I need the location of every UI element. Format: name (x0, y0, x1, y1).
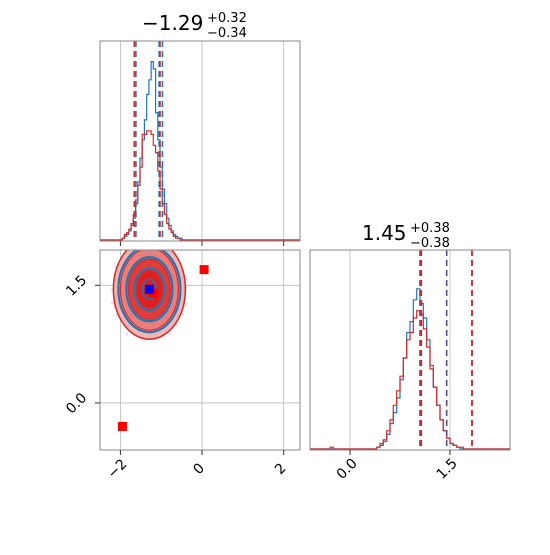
sample-point (185, 277, 188, 280)
sample-point (169, 332, 171, 335)
panel10-ytick-label-1: 1.5 (63, 272, 90, 299)
sample-point (143, 245, 145, 247)
sample-point (114, 265, 116, 268)
title-param0-main: −1.29 (142, 11, 203, 35)
sample-point (157, 237, 159, 239)
contour-blue-outer (117, 250, 182, 334)
sample-point (157, 243, 159, 245)
title-param0: −1.29 +0.32 −0.34 (142, 11, 247, 41)
title-param1-sup: +0.38 (410, 221, 450, 236)
sample-point (166, 244, 168, 246)
panel10-frame (99, 249, 301, 451)
panel11-xtick-label-1: 1.5 (434, 456, 461, 483)
panel11-frame (309, 249, 511, 451)
panel10-xtick-label-1: 0 (190, 460, 208, 478)
title-param1: 1.45 +0.38 −0.38 (362, 221, 450, 251)
panel10-xtick-label-2: 2 (272, 460, 290, 478)
sample-point (129, 245, 131, 247)
sample-point (177, 253, 180, 256)
sample-point (110, 302, 113, 305)
sample-point (138, 242, 140, 244)
panel10-xtick-label-0: −2 (105, 456, 131, 482)
sample-point (155, 243, 157, 245)
sample-point (126, 332, 128, 335)
sample-point (149, 235, 151, 237)
blue-marker (144, 284, 154, 294)
sample-point (175, 324, 178, 326)
panel00-frame (99, 40, 301, 242)
title-param1-main: 1.45 (362, 221, 407, 245)
title-param1-sub: −0.38 (410, 236, 450, 251)
red-marker-1 (199, 265, 209, 275)
sample-point (182, 313, 184, 316)
contour-blue-inner (133, 267, 166, 312)
sample-point (185, 304, 187, 307)
contour-blue-mid (125, 256, 174, 323)
sample-point (148, 243, 150, 245)
red-marker-2 (117, 421, 127, 431)
sample-point (134, 246, 136, 248)
hist-param0-blue (100, 61, 300, 241)
sample-point (142, 244, 144, 246)
sample-point (116, 314, 118, 316)
title-param0-sub: −0.34 (207, 26, 247, 41)
red-marker-3 (259, 469, 268, 478)
panel10-ytick-label-0: 0.0 (63, 390, 90, 417)
sample-point (110, 288, 113, 291)
sample-point (147, 246, 149, 248)
panel11-xtick-label-0: 0.0 (334, 456, 361, 483)
contour-group (110, 235, 268, 478)
title-param0-sup: +0.32 (207, 11, 247, 26)
hist-param1-blue (310, 288, 510, 450)
hist-param1-red (310, 310, 510, 450)
hist-param0-red (100, 130, 300, 241)
